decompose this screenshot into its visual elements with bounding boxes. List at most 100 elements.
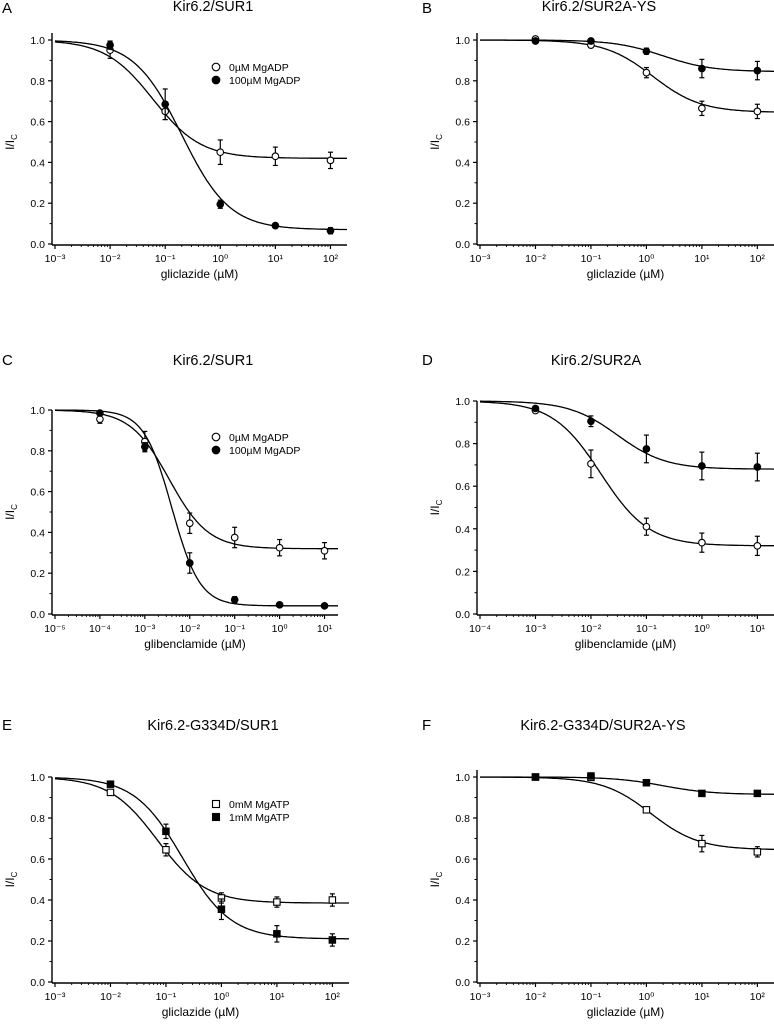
fit-curve — [480, 39, 774, 72]
y-tick-label: 0.2 — [455, 566, 470, 578]
y-tick-label: 0.8 — [455, 813, 470, 825]
series-open — [480, 773, 774, 858]
x-axis-label: gliclazide (µM) — [587, 267, 665, 281]
y-tick-label: 1.0 — [30, 772, 45, 784]
y-tick-label: 0.4 — [30, 895, 45, 907]
data-point — [273, 898, 281, 906]
x-tick-label: 10² — [325, 991, 341, 1003]
data-point — [326, 156, 335, 165]
panel-letter: F — [422, 717, 432, 734]
series-filled — [54, 40, 347, 235]
axes: 0.0 0.2 0.4 0.6 0.8 1.0 10⁻⁵ 10⁻⁴ 10⁻³ 10⁻² 10⁻¹ 10… — [3, 405, 338, 651]
data-point — [753, 789, 762, 798]
fit-curve — [55, 409, 338, 607]
panel-title: Kir6.2/SUR1 — [172, 353, 254, 369]
y-tick-label: 0.2 — [30, 198, 45, 210]
data-point — [217, 905, 226, 913]
data-point — [320, 546, 329, 555]
legend-label: 0µM MgADP — [229, 432, 289, 444]
x-tick-label: 10⁻² — [179, 623, 200, 635]
fit-curve — [55, 409, 338, 550]
x-tick-label: 10⁻⁴ — [89, 623, 111, 635]
panel-a: A Kir6.2/SUR1 0.0 0.2 0.4 0.6 0.8 1.0 10⁻³ 10⁻²… — [0, 0, 387, 320]
data-point — [698, 839, 706, 848]
y-tick-label: 0.4 — [455, 895, 470, 907]
y-tick-label: 1.0 — [455, 35, 470, 47]
x-tick-label: 10⁻² — [581, 623, 602, 635]
y-tick-label: 0.0 — [30, 239, 45, 251]
data-point — [642, 806, 651, 814]
series-filled — [480, 400, 774, 482]
legend-label: 100µM MgADP — [229, 75, 300, 87]
y-axis-label-subscript: C — [10, 134, 19, 140]
y-tick-label: 1.0 — [30, 35, 45, 47]
y-tick-label: 1.0 — [30, 405, 45, 417]
data-point — [275, 543, 284, 552]
data-point — [753, 848, 762, 856]
x-tick-label: 10¹ — [694, 253, 710, 265]
y-axis-label-subscript: C — [10, 504, 19, 510]
x-tick-label: 10¹ — [694, 991, 710, 1003]
x-tick-label: 10¹ — [317, 623, 333, 635]
x-axis-label: gliclazide (µM) — [587, 1005, 665, 1019]
x-tick-label: 10⁻¹ — [155, 253, 176, 265]
series-open — [480, 35, 774, 120]
y-tick-label: 0.8 — [455, 76, 470, 88]
axes: 0.0 0.2 0.4 0.6 0.8 1.0 10⁻³ 10⁻² 10⁻¹ 10⁰ 10¹ 10² g… — [3, 772, 349, 1019]
x-tick-label: 10⁻³ — [45, 991, 66, 1003]
legend-label: 1mM MgATP — [229, 812, 289, 824]
axes: 0.0 0.2 0.4 0.6 0.8 1.0 10⁻³ 10⁻² 10⁻¹ 10⁰ 10¹ 10² g… — [428, 33, 774, 281]
y-axis-label: I/IC — [428, 499, 444, 515]
series-filled — [480, 37, 774, 81]
x-tick-label: 10⁻³ — [470, 991, 491, 1003]
fit-curve — [480, 39, 774, 113]
y-tick-label: 0.0 — [455, 609, 470, 621]
data-point — [140, 442, 149, 451]
data-point — [587, 417, 595, 426]
data-point — [698, 64, 706, 73]
data-point — [642, 47, 651, 56]
data-point — [587, 772, 595, 780]
data-point — [161, 100, 170, 109]
series-open — [54, 41, 347, 170]
data-point — [531, 773, 540, 781]
data-point — [531, 404, 540, 413]
x-tick-label: 10⁻³ — [525, 623, 546, 635]
fit-curve — [54, 778, 349, 904]
x-tick-label: 10⁻³ — [134, 623, 155, 635]
panel-title: Kir6.2-G334D/SUR2A-YS — [520, 718, 686, 734]
x-tick-label: 10² — [750, 253, 766, 265]
fit-curve — [480, 776, 774, 795]
data-point — [642, 68, 651, 77]
data-point — [162, 846, 170, 854]
legend-marker — [211, 445, 221, 455]
data-point — [753, 66, 762, 75]
y-tick-label: 0.8 — [30, 446, 45, 458]
fit-curve — [480, 776, 774, 850]
y-tick-label: 0.0 — [455, 977, 470, 989]
y-tick-label: 0.0 — [30, 609, 45, 621]
series-open — [54, 778, 349, 908]
y-tick-label: 0.2 — [455, 198, 470, 210]
y-tick-label: 0.8 — [30, 76, 45, 88]
fit-curve — [54, 40, 347, 231]
y-tick-label: 0.8 — [30, 813, 45, 825]
y-tick-label: 0.4 — [455, 157, 470, 169]
data-point — [698, 789, 706, 798]
panel-title: Kir6.2/SUR2A-YS — [541, 0, 657, 15]
y-tick-label: 0.6 — [455, 481, 470, 493]
data-point — [642, 445, 651, 453]
x-tick-label: 10⁻¹ — [636, 623, 657, 635]
y-tick-label: 0.6 — [455, 854, 470, 866]
x-tick-label: 10⁻³ — [470, 253, 491, 265]
x-tick-label: 10¹ — [750, 623, 766, 635]
x-axis-label: gliclazide (µM) — [161, 267, 239, 281]
panel-letter: E — [2, 717, 13, 734]
x-axis-label: glibenclamide (µM) — [575, 637, 677, 651]
data-point — [326, 226, 335, 235]
panel-c: C Kir6.2/SUR1 0.0 0.2 0.4 0.6 0.8 1.0 10⁻⁵ 10⁻⁴… — [0, 335, 387, 675]
x-tick-label: 10² — [750, 991, 766, 1003]
y-axis-label: I/IC — [3, 504, 19, 520]
panel-letter: D — [422, 352, 433, 369]
legend-label: 0µM MgADP — [229, 62, 289, 74]
